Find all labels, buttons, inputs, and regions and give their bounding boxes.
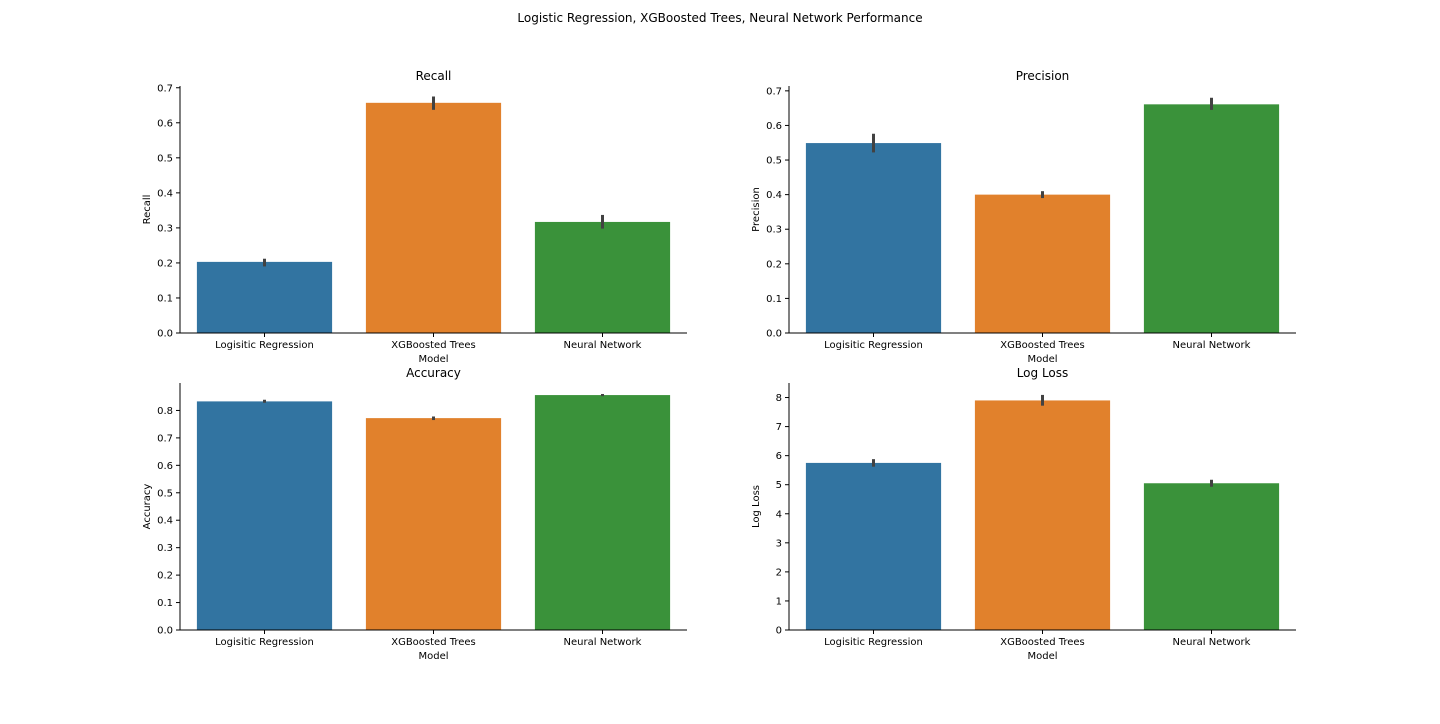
- x-tick-label: XGBoosted Trees: [391, 637, 476, 648]
- y-tick-label: 0.5: [157, 488, 173, 499]
- x-tick-label: XGBoosted Trees: [391, 340, 476, 351]
- y-tick-label: 4: [776, 509, 782, 520]
- y-tick-label: 0.2: [766, 259, 782, 270]
- bar-logisitic-regression: [805, 462, 942, 630]
- y-tick-label: 0.7: [766, 86, 782, 97]
- y-tick-label: 0.2: [157, 571, 173, 582]
- x-tick-label: Logisitic Regression: [824, 340, 923, 351]
- y-tick-label: 0.4: [157, 516, 173, 527]
- x-tick-label: Neural Network: [564, 340, 642, 351]
- y-tick-label: 0.4: [157, 188, 173, 199]
- figure-title: Logistic Regression, XGBoosted Trees, Ne…: [517, 11, 923, 25]
- y-tick-label: 8: [776, 393, 782, 404]
- x-tick-label: Neural Network: [1173, 637, 1251, 648]
- x-tick-label: XGBoosted Trees: [1000, 340, 1085, 351]
- y-tick-label: 0.4: [766, 190, 782, 201]
- chart-title: Recall: [416, 69, 452, 83]
- x-axis-label: Model: [418, 651, 448, 662]
- y-tick-label: 0.1: [766, 294, 782, 305]
- bar-logisitic-regression: [196, 261, 333, 333]
- bar-neural-network: [534, 395, 671, 630]
- x-tick-label: Neural Network: [1173, 340, 1251, 351]
- y-tick-label: 0: [776, 626, 782, 637]
- chart-title: Precision: [1016, 69, 1070, 83]
- y-tick-label: 0.8: [157, 406, 173, 417]
- x-tick-label: XGBoosted Trees: [1000, 637, 1085, 648]
- x-tick-label: Logisitic Regression: [215, 637, 314, 648]
- y-axis-label: Accuracy: [142, 484, 153, 530]
- y-tick-label: 1: [776, 596, 782, 607]
- y-tick-label: 0.3: [157, 223, 173, 234]
- chart-accuracy: Accuracy 0.0 0.1 0.2 0.3 0.4 0.5 0.6 0.7 0.8 Logis…: [142, 366, 687, 662]
- y-tick-label: 0.3: [157, 543, 173, 554]
- y-tick-label: 7: [776, 422, 782, 433]
- y-tick-label: 0.0: [766, 329, 782, 340]
- y-tick-label: 0.1: [157, 293, 173, 304]
- y-axis-label: Recall: [142, 195, 153, 225]
- bar-logisitic-regression: [805, 143, 942, 333]
- bar-neural-network: [1143, 483, 1280, 630]
- bar-xgboosted-trees: [365, 418, 502, 630]
- y-tick-label: 0.1: [157, 598, 173, 609]
- y-tick-label: 0.3: [766, 225, 782, 236]
- bar-logisitic-regression: [196, 401, 333, 630]
- y-tick-label: 5: [776, 480, 782, 491]
- y-tick-label: 0.7: [157, 433, 173, 444]
- x-axis-label: Model: [1027, 354, 1057, 365]
- y-tick-label: 0.0: [157, 329, 173, 340]
- x-tick-label: Neural Network: [564, 637, 642, 648]
- chart-title: Log Loss: [1017, 366, 1069, 380]
- y-tick-label: 0.7: [157, 83, 173, 94]
- y-tick-label: 0.0: [157, 626, 173, 637]
- x-axis-label: Model: [418, 354, 448, 365]
- y-tick-label: 0.5: [157, 153, 173, 164]
- chart-log-loss: Log Loss 0 1 2 3 4 5 6 7 8 Logisitic Regression XGB…: [751, 366, 1296, 662]
- bar-xgboosted-trees: [974, 194, 1111, 333]
- y-axis-label: Precision: [751, 187, 762, 232]
- y-tick-label: 0.6: [766, 121, 782, 132]
- bar-xgboosted-trees: [974, 400, 1111, 630]
- bar-neural-network: [534, 221, 671, 333]
- x-tick-label: Logisitic Regression: [215, 340, 314, 351]
- bar-xgboosted-trees: [365, 102, 502, 334]
- y-tick-label: 3: [776, 538, 782, 549]
- chart-title: Accuracy: [406, 366, 461, 380]
- y-axis-label: Log Loss: [751, 485, 762, 528]
- y-tick-label: 0.6: [157, 461, 173, 472]
- y-tick-label: 0.2: [157, 258, 173, 269]
- chart-recall: Recall 0.0 0.1 0.2 0.3 0.4 0.5 0.6 0.7 Logisitic …: [142, 69, 687, 365]
- bar-neural-network: [1143, 104, 1280, 333]
- y-tick-label: 0.5: [766, 156, 782, 167]
- chart-precision: Precision 0.0 0.1 0.2 0.3 0.4 0.5 0.6 0.7 Logisit…: [751, 69, 1296, 365]
- y-tick-label: 0.6: [157, 118, 173, 129]
- y-tick-label: 6: [776, 451, 782, 462]
- x-tick-label: Logisitic Regression: [824, 637, 923, 648]
- y-tick-label: 2: [776, 567, 782, 578]
- x-axis-label: Model: [1027, 651, 1057, 662]
